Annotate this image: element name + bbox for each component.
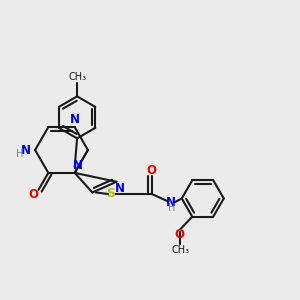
Text: CH₃: CH₃ [68,73,86,82]
Text: O: O [28,188,38,201]
Text: H: H [16,149,23,159]
Text: N: N [166,196,176,208]
Text: N: N [70,113,80,126]
Text: H: H [168,203,175,213]
Text: N: N [115,182,124,195]
Text: O: O [175,228,185,241]
Text: N: N [21,143,31,157]
Text: CH₃: CH₃ [171,245,189,255]
Text: N: N [73,159,83,172]
Text: O: O [147,164,157,177]
Text: S: S [106,188,116,200]
